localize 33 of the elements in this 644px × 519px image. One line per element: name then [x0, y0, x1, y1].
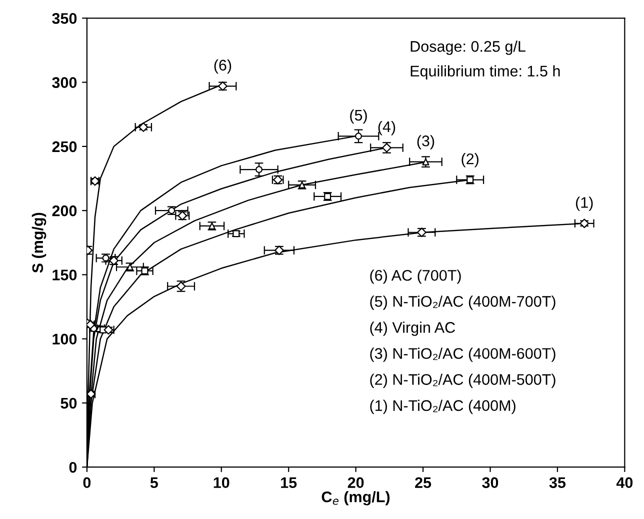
y-axis-title: S (mg/g) [32, 212, 46, 273]
annotation: (3) N-TiO₂/AC (400M-600T) [370, 348, 556, 362]
x-tick-label: 35 [549, 477, 566, 488]
annotation: (1) N-TiO₂/AC (400M) [370, 400, 516, 414]
annotation: (2) [462, 153, 478, 168]
y-tick-label: 150 [52, 270, 77, 280]
x-tick-label: 20 [348, 477, 364, 488]
x-tick-label: 25 [415, 477, 432, 488]
y-tick-label: 200 [52, 205, 77, 216]
y-tick-label: 0 [69, 462, 77, 473]
x-tick-label: 0 [83, 477, 91, 488]
y-tick-label: 50 [60, 398, 77, 409]
x-tick-label: 40 [616, 477, 633, 488]
annotation: (2) N-TiO₂/AC (400M-500T) [370, 374, 556, 388]
annotation: (4) Virgin AC [370, 322, 456, 336]
annotation: Equilibrium time: 1.5 h [410, 65, 560, 80]
y-tick-label: 350 [52, 13, 77, 24]
x-axis-title: C$_{e}$ (mg/L) [322, 491, 390, 506]
y-tick-label: 250 [52, 141, 77, 152]
annotation: (5) [350, 109, 367, 124]
annotation: Dosage: 0.25 g/L [410, 40, 526, 55]
annotation: (6) [214, 59, 232, 74]
y-tick-label: 300 [52, 77, 77, 88]
x-tick-label: 30 [482, 477, 498, 488]
annotation: (6) AC (700T) [370, 270, 461, 284]
annotation: (3) [417, 135, 434, 150]
annotation: (5) N-TiO₂/AC (400M-700T) [370, 296, 556, 310]
x-tick-label: 10 [214, 477, 230, 488]
annotation: (4) [378, 120, 396, 136]
x-tick-label: 5 [150, 477, 158, 488]
y-tick-label: 100 [52, 334, 77, 345]
x-tick-label: 15 [281, 477, 297, 488]
annotation: (1) [576, 196, 593, 211]
